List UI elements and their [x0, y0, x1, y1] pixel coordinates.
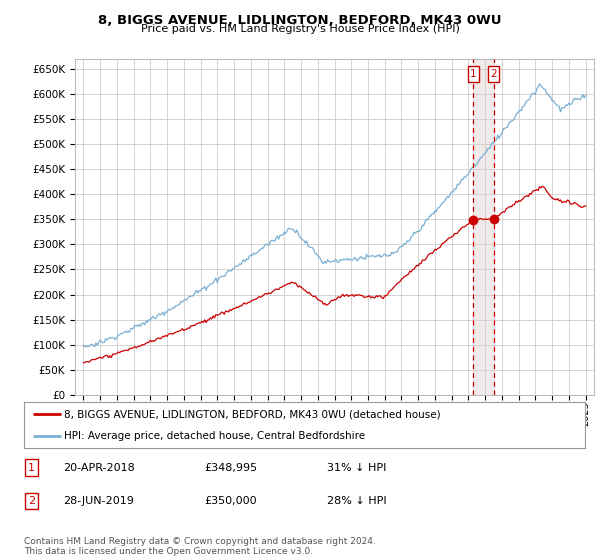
- Text: Contains HM Land Registry data © Crown copyright and database right 2024.
This d: Contains HM Land Registry data © Crown c…: [24, 536, 376, 556]
- Text: 2: 2: [490, 69, 497, 79]
- Text: 2: 2: [28, 496, 35, 506]
- Text: £348,995: £348,995: [204, 463, 257, 473]
- Text: 28% ↓ HPI: 28% ↓ HPI: [327, 496, 386, 506]
- Text: 31% ↓ HPI: 31% ↓ HPI: [327, 463, 386, 473]
- Bar: [473, 59, 494, 395]
- Text: 1: 1: [28, 463, 35, 473]
- Text: 8, BIGGS AVENUE, LIDLINGTON, BEDFORD, MK43 0WU: 8, BIGGS AVENUE, LIDLINGTON, BEDFORD, MK…: [98, 14, 502, 27]
- Text: £350,000: £350,000: [204, 496, 257, 506]
- Text: 28-JUN-2019: 28-JUN-2019: [63, 496, 134, 506]
- Text: 20-APR-2018: 20-APR-2018: [63, 463, 135, 473]
- Text: HPI: Average price, detached house, Central Bedfordshire: HPI: Average price, detached house, Cent…: [64, 431, 365, 441]
- Text: 8, BIGGS AVENUE, LIDLINGTON, BEDFORD, MK43 0WU (detached house): 8, BIGGS AVENUE, LIDLINGTON, BEDFORD, MK…: [64, 409, 441, 419]
- Text: 1: 1: [470, 69, 477, 79]
- Text: Price paid vs. HM Land Registry's House Price Index (HPI): Price paid vs. HM Land Registry's House …: [140, 24, 460, 34]
